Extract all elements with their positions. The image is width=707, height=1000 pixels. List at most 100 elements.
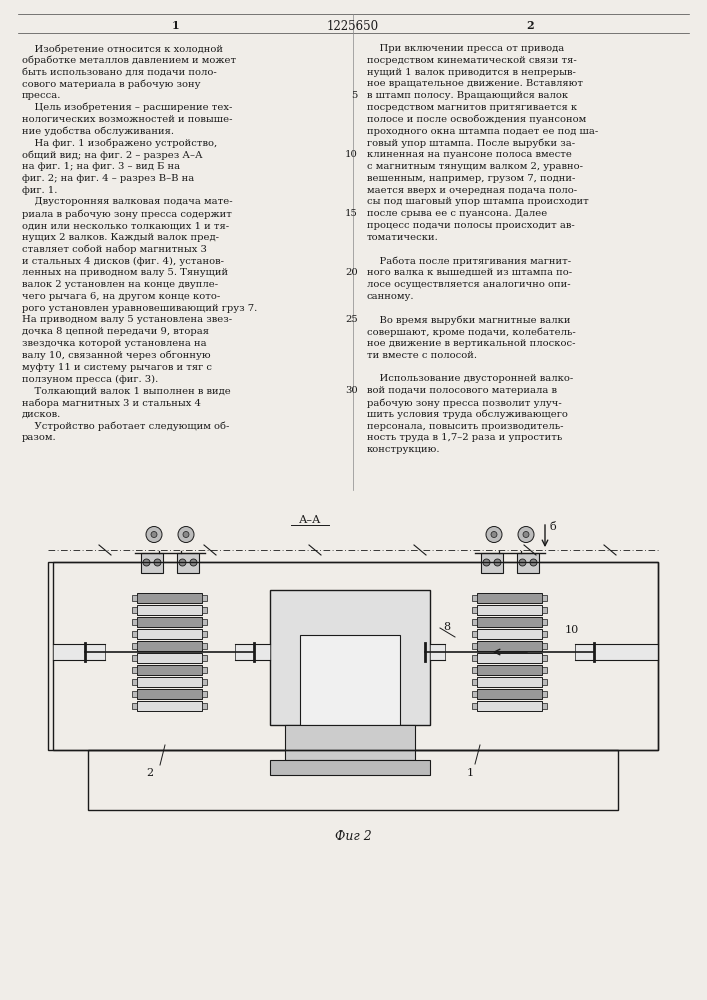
Text: 30: 30 bbox=[345, 386, 358, 395]
Bar bbox=[477, 629, 542, 639]
Text: вой подачи полосового материала в: вой подачи полосового материала в bbox=[367, 386, 557, 395]
Bar bbox=[472, 631, 477, 637]
Bar bbox=[477, 677, 542, 687]
Text: Двусторонняя валковая подача мате-: Двусторонняя валковая подача мате- bbox=[22, 197, 233, 206]
Circle shape bbox=[518, 526, 534, 542]
Bar bbox=[477, 653, 542, 663]
Bar bbox=[542, 679, 547, 685]
Text: быть использовано для подачи поло-: быть использовано для подачи поло- bbox=[22, 68, 217, 77]
Bar bbox=[477, 617, 542, 627]
Bar bbox=[132, 631, 137, 637]
Circle shape bbox=[486, 526, 502, 542]
Text: А–А: А–А bbox=[299, 515, 321, 525]
Bar bbox=[517, 552, 539, 572]
Bar bbox=[88, 750, 618, 810]
Bar bbox=[137, 653, 202, 663]
Bar bbox=[542, 631, 547, 637]
Text: муфту 11 и систему рычагов и тяг с: муфту 11 и систему рычагов и тяг с bbox=[22, 363, 212, 372]
Bar bbox=[202, 631, 207, 637]
Text: общий вид; на фиг. 2 – разрез А–А: общий вид; на фиг. 2 – разрез А–А bbox=[22, 150, 203, 160]
Text: разом.: разом. bbox=[22, 433, 57, 442]
Circle shape bbox=[178, 526, 194, 542]
Circle shape bbox=[519, 559, 526, 566]
Bar bbox=[132, 643, 137, 649]
Text: полосе и после освобождения пуансоном: полосе и после освобождения пуансоном bbox=[367, 115, 586, 124]
Circle shape bbox=[151, 532, 157, 538]
Bar bbox=[202, 619, 207, 625]
Bar bbox=[472, 667, 477, 673]
Text: томатически.: томатически. bbox=[367, 233, 439, 242]
Bar bbox=[85, 646, 93, 658]
Bar bbox=[137, 605, 202, 615]
Bar bbox=[202, 679, 207, 685]
Bar bbox=[137, 593, 202, 603]
Bar bbox=[542, 643, 547, 649]
Text: ное вращательное движение. Вставляют: ное вращательное движение. Вставляют bbox=[367, 79, 583, 88]
Text: набора магнитных 3 и стальных 4: набора магнитных 3 и стальных 4 bbox=[22, 398, 201, 408]
Text: 8: 8 bbox=[443, 622, 450, 632]
Text: один или несколько толкающих 1 и тя-: один или несколько толкающих 1 и тя- bbox=[22, 221, 229, 230]
Text: рого установлен уравновешивающий груз 7.: рого установлен уравновешивающий груз 7. bbox=[22, 304, 257, 313]
Bar bbox=[255, 646, 264, 658]
Text: совершают, кроме подачи, колебатель-: совершают, кроме подачи, колебатель- bbox=[367, 327, 575, 337]
Bar bbox=[285, 725, 415, 760]
Circle shape bbox=[494, 559, 501, 566]
Text: посредством магнитов притягивается к: посредством магнитов притягивается к bbox=[367, 103, 577, 112]
Text: после срыва ее с пуансона. Далее: после срыва ее с пуансона. Далее bbox=[367, 209, 547, 218]
Text: риала в рабочую зону пресса содержит: риала в рабочую зону пресса содержит bbox=[22, 209, 232, 219]
Bar bbox=[270, 760, 430, 775]
Text: ползуном пресса (фиг. 3).: ползуном пресса (фиг. 3). bbox=[22, 374, 158, 384]
Circle shape bbox=[530, 559, 537, 566]
Bar bbox=[270, 590, 430, 725]
Bar bbox=[202, 595, 207, 601]
Text: конструкцию.: конструкцию. bbox=[367, 445, 440, 454]
Circle shape bbox=[523, 532, 529, 538]
Text: Работа после притягивания магнит-: Работа после притягивания магнит- bbox=[367, 256, 571, 266]
Text: пресса.: пресса. bbox=[22, 91, 62, 100]
Bar bbox=[132, 679, 137, 685]
Text: Изобретение относится к холодной: Изобретение относится к холодной bbox=[22, 44, 223, 53]
Text: дочка 8 цепной передачи 9, вторая: дочка 8 цепной передачи 9, вторая bbox=[22, 327, 209, 336]
Bar bbox=[542, 655, 547, 661]
Text: и стальных 4 дисков (фиг. 4), установ-: и стальных 4 дисков (фиг. 4), установ- bbox=[22, 256, 224, 266]
Bar bbox=[132, 667, 137, 673]
Bar bbox=[575, 644, 658, 660]
Bar bbox=[477, 605, 542, 615]
Bar bbox=[542, 595, 547, 601]
Text: говый упор штампа. После вырубки за-: говый упор штампа. После вырубки за- bbox=[367, 138, 575, 148]
Text: звездочка которой установлена на: звездочка которой установлена на bbox=[22, 339, 206, 348]
Text: ние удобства обслуживания.: ние удобства обслуживания. bbox=[22, 127, 174, 136]
Bar bbox=[202, 691, 207, 697]
Bar bbox=[481, 552, 503, 572]
Bar bbox=[472, 655, 477, 661]
Text: ставляет собой набор магнитных 3: ставляет собой набор магнитных 3 bbox=[22, 245, 207, 254]
Circle shape bbox=[190, 559, 197, 566]
Text: 10: 10 bbox=[345, 150, 358, 159]
Bar bbox=[430, 644, 445, 660]
Bar bbox=[542, 607, 547, 613]
Text: 25: 25 bbox=[345, 315, 358, 324]
Bar bbox=[132, 595, 137, 601]
Bar bbox=[472, 607, 477, 613]
Text: Во время вырубки магнитные валки: Во время вырубки магнитные валки bbox=[367, 315, 571, 325]
Text: сового материала в рабочую зону: сового материала в рабочую зону bbox=[22, 79, 201, 89]
Bar bbox=[542, 667, 547, 673]
Text: нущий 1 валок приводится в непрерыв-: нущий 1 валок приводится в непрерыв- bbox=[367, 68, 576, 77]
Bar bbox=[202, 643, 207, 649]
Bar bbox=[137, 617, 202, 627]
Text: чего рычага 6, на другом конце кото-: чего рычага 6, на другом конце кото- bbox=[22, 292, 221, 301]
Text: 1225650: 1225650 bbox=[327, 20, 379, 33]
Text: Устройство работает следующим об-: Устройство работает следующим об- bbox=[22, 422, 229, 431]
Text: При включении пресса от привода: При включении пресса от привода bbox=[367, 44, 564, 53]
Bar bbox=[137, 701, 202, 711]
Bar bbox=[177, 552, 199, 572]
Bar bbox=[477, 689, 542, 699]
Text: фиг. 1.: фиг. 1. bbox=[22, 186, 57, 195]
Text: 2: 2 bbox=[526, 20, 534, 31]
Bar bbox=[477, 641, 542, 651]
Bar bbox=[300, 635, 400, 725]
Bar bbox=[137, 665, 202, 675]
Text: рабочую зону пресса позволит улуч-: рабочую зону пресса позволит улуч- bbox=[367, 398, 562, 408]
Bar bbox=[53, 644, 105, 660]
Text: Фиг 2: Фиг 2 bbox=[334, 830, 371, 843]
